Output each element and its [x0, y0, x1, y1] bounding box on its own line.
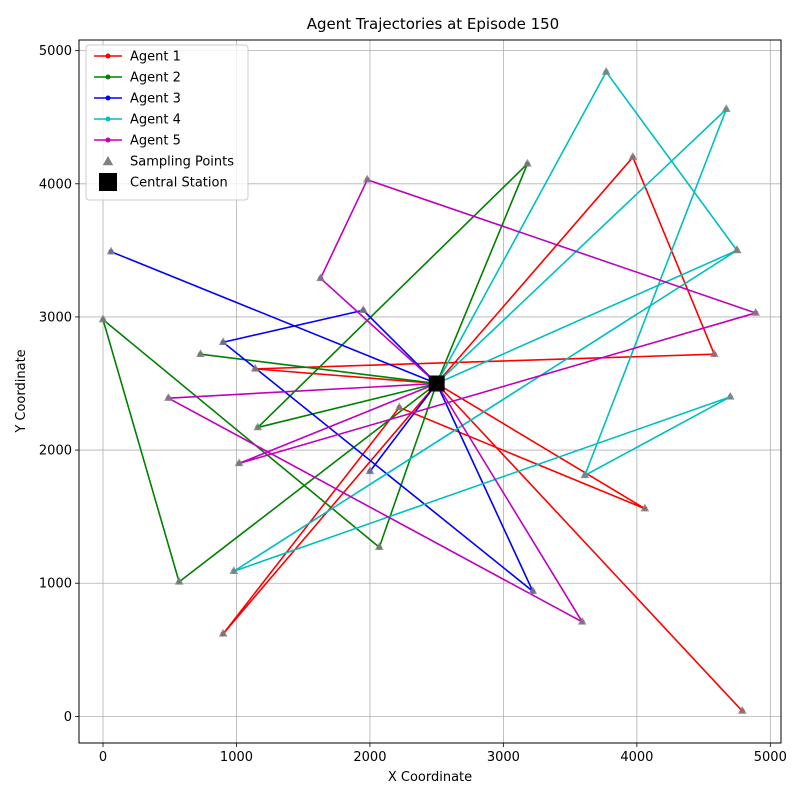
y-tick-label: 5000	[39, 44, 72, 59]
legend: Agent 1 Agent 2 Agent 3 Agent 4 Agent 5 Sampl…	[85, 44, 249, 201]
legend-swatch-point	[105, 95, 111, 101]
legend-swatch-point	[105, 53, 111, 59]
sampling-point	[580, 470, 590, 479]
series-line-agent-2	[102, 163, 529, 583]
chart-title: Agent Trajectories at Episode 150	[307, 15, 559, 33]
sampling-point	[725, 391, 735, 400]
y-tick-label: 3000	[39, 310, 72, 325]
sampling-point	[528, 586, 538, 594]
sampling-point	[164, 393, 173, 401]
legend-label-central-station: Central Station	[130, 176, 228, 191]
sampling-point	[577, 616, 587, 625]
x-tick-label: 0	[99, 750, 107, 765]
series-line-agent-1	[222, 156, 743, 712]
sampling-point	[374, 542, 384, 551]
sampling-point	[316, 273, 325, 282]
x-tick-label: 3000	[487, 750, 520, 765]
x-tick-label: 5000	[754, 750, 787, 765]
sampling-point	[362, 174, 372, 183]
sampling-point	[106, 246, 116, 255]
plot-frame	[78, 39, 782, 744]
legend-swatch-sampling	[102, 156, 114, 166]
y-tick-label: 1000	[39, 577, 72, 592]
legend-label-agent-3: Agent 3	[130, 92, 181, 107]
series-line-agent-4	[233, 71, 738, 573]
sampling-point	[709, 349, 719, 357]
sampling-markers	[98, 66, 760, 714]
y-tick-label: 0	[64, 710, 72, 725]
legend-swatch-station	[99, 173, 117, 191]
sampling-point	[174, 576, 184, 585]
grid-lines	[79, 40, 781, 743]
legend-swatch-point	[105, 137, 111, 143]
sampling-point	[365, 466, 375, 475]
legend-frame	[85, 44, 249, 201]
central-station-marker	[428, 375, 445, 392]
legend-label-agent-5: Agent 5	[130, 134, 181, 149]
axis-ticks: 0 1000 2000 3000 4000 5000 0 1000 2000 3000 4000 50…	[39, 44, 787, 765]
legend-swatch-point	[105, 116, 111, 122]
sampling-point	[721, 104, 731, 112]
sampling-point	[628, 152, 638, 160]
sampling-point	[394, 402, 404, 411]
sampling-point	[751, 307, 760, 316]
y-axis-label: Y Coordinate	[14, 349, 29, 433]
sampling-point	[218, 628, 228, 637]
sampling-point	[229, 566, 239, 574]
legend-label-agent-4: Agent 4	[130, 113, 181, 128]
sampling-point	[253, 422, 263, 431]
sampling-point	[737, 706, 747, 714]
sampling-point	[358, 305, 368, 314]
sampling-point	[218, 337, 228, 345]
legend-label-sampling-points: Sampling Points	[130, 155, 234, 170]
legend-swatch-point	[105, 74, 111, 80]
legend-label-agent-2: Agent 2	[130, 71, 181, 86]
sampling-point	[98, 314, 108, 323]
y-tick-label: 4000	[39, 177, 72, 192]
sampling-point	[523, 158, 532, 167]
y-tick-label: 2000	[39, 444, 72, 459]
x-tick-label: 2000	[353, 750, 386, 765]
x-tick-label: 4000	[620, 750, 653, 765]
sampling-point	[732, 245, 742, 254]
sampling-point	[196, 349, 205, 357]
legend-label-agent-1: Agent 1	[130, 50, 181, 65]
x-tick-label: 1000	[220, 750, 253, 765]
sampling-point	[640, 503, 650, 512]
sampling-point	[250, 363, 260, 372]
x-axis-label: X Coordinate	[388, 770, 472, 785]
sampling-point	[234, 458, 244, 467]
sampling-point	[601, 66, 611, 75]
